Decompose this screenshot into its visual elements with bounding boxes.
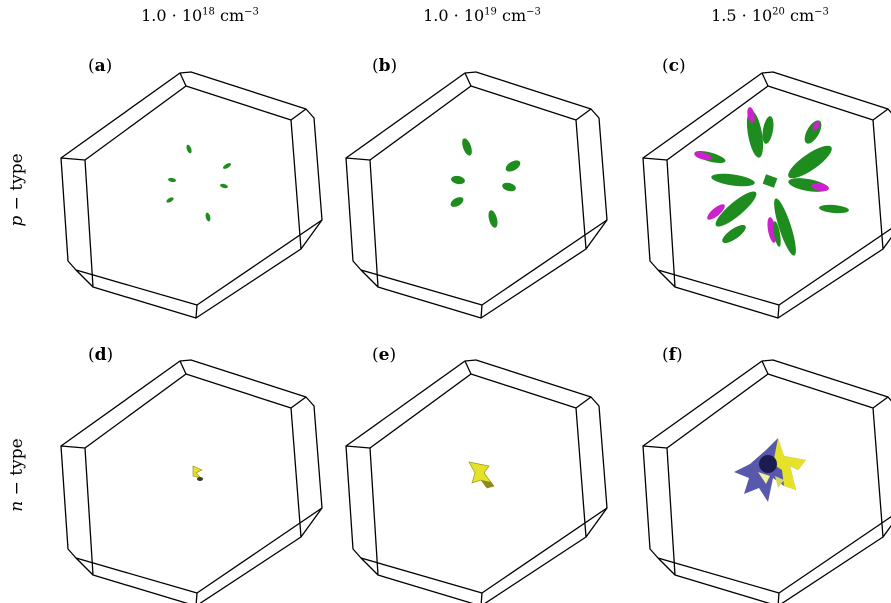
column-header-3: 1.5 · 1020 cm−3: [711, 6, 829, 25]
column-header-1: 1.0 · 1018 cm−3: [141, 6, 259, 25]
panel-label-a: (a): [88, 56, 113, 76]
panel-label-f: (f): [662, 345, 683, 365]
panel-label-e: (e): [372, 345, 397, 365]
column-header-2: 1.0 · 1019 cm−3: [423, 6, 541, 25]
panel-f-brillouin-zone: [642, 359, 891, 603]
panel-e-brillouin-zone: [345, 359, 608, 603]
panel-b-hole-pockets: [450, 138, 521, 228]
panel-e-electron-pocket: [468, 461, 495, 489]
panel-c-hole-pockets: [694, 107, 849, 256]
panel-d-electron-pocket: [192, 465, 203, 481]
panel-label-d: (d): [88, 345, 114, 365]
panel-a-brillouin-zone: [60, 71, 323, 319]
panel-c-brillouin-zone: [642, 71, 891, 319]
panel-a-hole-pockets: [166, 144, 232, 222]
panel-d-brillouin-zone: [60, 359, 323, 603]
panel-label-b: (b): [372, 56, 398, 76]
panel-label-c: (c): [662, 56, 686, 76]
panel-f-electron-pocket: [734, 438, 806, 502]
panel-b-brillouin-zone: [345, 71, 608, 319]
